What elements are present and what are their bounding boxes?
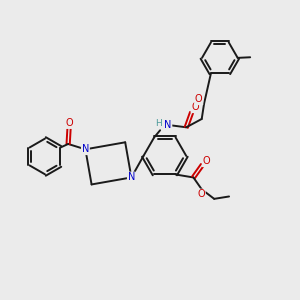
Text: O: O bbox=[195, 94, 202, 104]
Text: H: H bbox=[155, 119, 162, 128]
Text: N: N bbox=[164, 120, 172, 130]
Text: N: N bbox=[128, 172, 135, 182]
Text: O: O bbox=[191, 102, 199, 112]
Text: O: O bbox=[197, 189, 205, 200]
Text: N: N bbox=[82, 144, 89, 154]
Text: O: O bbox=[65, 118, 73, 128]
Text: O: O bbox=[203, 156, 210, 167]
